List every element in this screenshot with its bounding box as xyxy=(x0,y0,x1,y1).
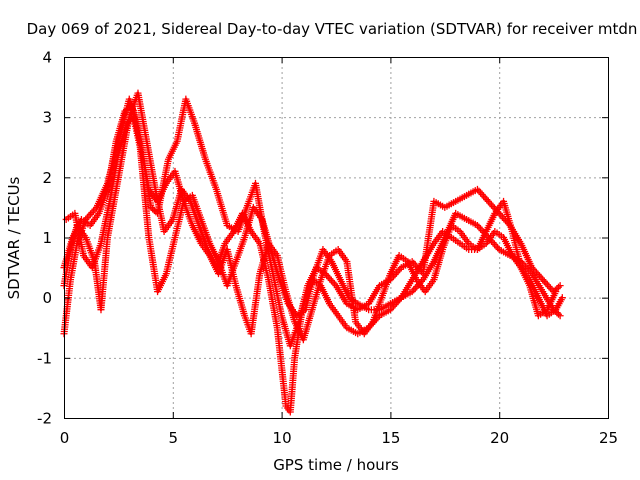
series-track-d xyxy=(60,101,560,344)
data-point xyxy=(327,276,335,284)
data-layer xyxy=(60,89,566,416)
x-tick-label: 15 xyxy=(381,429,400,447)
data-point xyxy=(553,285,561,293)
data-point xyxy=(480,192,488,200)
x-tick-label: 25 xyxy=(599,429,618,447)
chart-title: Day 069 of 2021, Sidereal Day-to-day VTE… xyxy=(27,20,638,38)
data-point xyxy=(478,191,486,199)
data-point xyxy=(487,201,495,209)
data-point xyxy=(537,274,545,282)
x-tick-label: 5 xyxy=(169,429,179,447)
data-point xyxy=(542,279,550,287)
y-tick-label: -2 xyxy=(37,410,52,428)
data-point xyxy=(492,242,500,250)
data-point xyxy=(540,277,548,285)
x-tick-label: 20 xyxy=(490,429,509,447)
data-point xyxy=(556,312,564,320)
x-tick-label: 0 xyxy=(60,429,70,447)
y-tick-label: -1 xyxy=(37,349,52,367)
x-tick-label: 10 xyxy=(273,429,292,447)
data-point xyxy=(486,199,494,207)
data-point xyxy=(123,106,131,114)
y-tick-label: 3 xyxy=(42,109,52,127)
data-point xyxy=(123,119,131,127)
data-point xyxy=(124,104,132,112)
axis-layer: 0 5 10 15 20 25 -2 -1 0 1 2 3 4 xyxy=(37,49,618,448)
y-axis-label: SDTVAR / TECUs xyxy=(5,176,23,299)
data-point xyxy=(491,240,499,248)
data-point xyxy=(329,278,337,286)
data-point xyxy=(484,197,492,205)
data-point xyxy=(475,187,483,195)
data-point xyxy=(121,107,129,115)
data-point xyxy=(126,116,134,124)
data-point xyxy=(545,282,553,290)
data-point xyxy=(85,212,93,220)
data-point xyxy=(86,210,94,218)
y-tick-label: 2 xyxy=(42,169,52,187)
y-tick-label: 0 xyxy=(42,289,52,307)
data-point xyxy=(393,269,401,277)
data-point xyxy=(481,194,489,202)
data-point xyxy=(558,294,566,302)
y-tick-label: 1 xyxy=(42,229,52,247)
data-point xyxy=(483,196,491,204)
data-point xyxy=(556,282,564,290)
data-point xyxy=(554,310,562,318)
data-point xyxy=(394,267,402,275)
data-point xyxy=(326,275,334,283)
data-point xyxy=(554,283,562,291)
data-point xyxy=(150,206,158,214)
x-axis-label: GPS time / hours xyxy=(273,456,399,474)
data-point xyxy=(324,273,332,281)
data-point xyxy=(539,276,547,284)
data-point xyxy=(552,288,560,296)
data-point xyxy=(147,203,155,211)
series-track-c xyxy=(62,113,566,320)
data-point xyxy=(125,118,133,126)
y-tick-label: 4 xyxy=(42,49,52,67)
data-point xyxy=(543,281,551,289)
